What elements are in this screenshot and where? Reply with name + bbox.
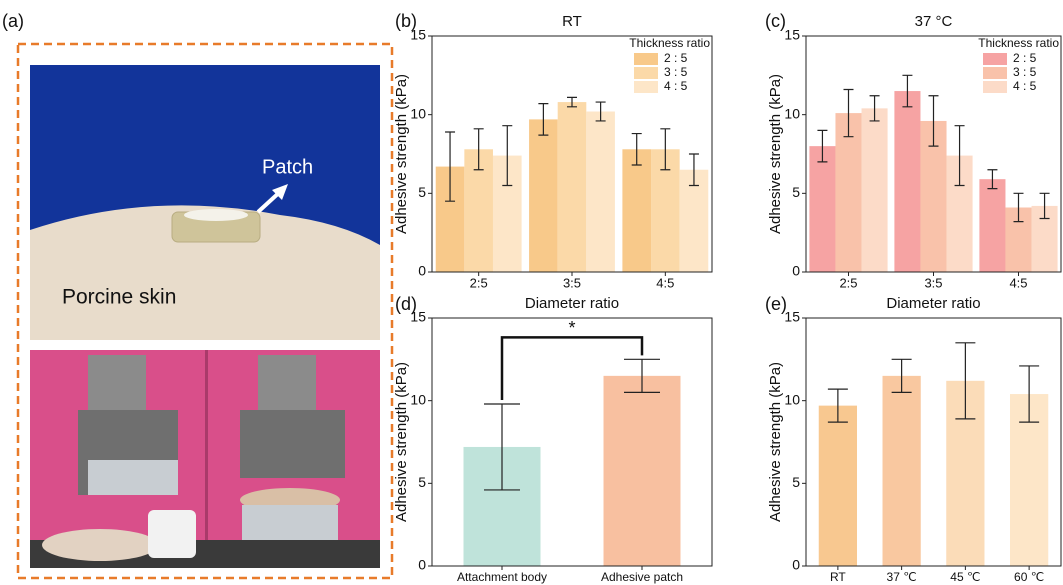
x-tick-label: 37 ℃ <box>887 570 917 584</box>
legend-swatch <box>634 67 658 79</box>
x-axis-label: Diameter ratio <box>525 295 619 312</box>
panel-label: (c) <box>765 11 786 31</box>
y-axis-label: Adhesive strength (kPa) <box>393 362 410 522</box>
bar <box>586 112 615 272</box>
x-tick-label: 4:5 <box>656 275 674 290</box>
y-axis-label: Adhesive strength (kPa) <box>393 74 410 234</box>
x-tick-label: Attachment body <box>457 570 547 584</box>
y-tick-label: 0 <box>792 263 800 279</box>
skin-label: Porcine skin <box>62 286 176 309</box>
bar <box>809 146 835 272</box>
chart-title: RT <box>562 13 582 30</box>
x-tick-label: 2:5 <box>839 275 857 290</box>
panel-label: (a) <box>2 11 24 31</box>
bar <box>979 179 1005 272</box>
y-tick-label: 0 <box>418 557 426 573</box>
x-tick-label: Adhesive patch <box>601 570 683 584</box>
x-tick-label: 3:5 <box>563 275 581 290</box>
significance-label: * <box>568 318 575 338</box>
x-tick-label: 2:5 <box>470 275 488 290</box>
y-tick-label: 0 <box>792 557 800 573</box>
y-tick-label: 15 <box>784 309 800 325</box>
legend-swatch <box>634 53 658 65</box>
test-photo <box>30 350 380 568</box>
x-tick-label: 60 ℃ <box>1014 570 1044 584</box>
y-tick-label: 5 <box>792 184 800 200</box>
bar <box>819 406 857 566</box>
y-tick-label: 5 <box>792 474 800 490</box>
legend-title: Thickness ratio <box>978 36 1059 50</box>
y-tick-label: 10 <box>410 105 426 121</box>
bar <box>604 376 681 566</box>
bar <box>894 91 920 272</box>
figure: (a) Patch Porcine skin (b)RTAdhesive str… <box>0 0 1063 585</box>
y-tick-label: 10 <box>784 105 800 121</box>
y-tick-label: 5 <box>418 474 426 490</box>
y-tick-label: 15 <box>784 27 800 43</box>
legend-label: 3 : 5 <box>1013 65 1037 79</box>
bar <box>529 119 558 272</box>
patch-label: Patch <box>262 156 313 178</box>
legend-swatch <box>983 67 1007 79</box>
legend-label: 2 : 5 <box>664 51 688 65</box>
y-tick-label: 10 <box>784 391 800 407</box>
x-axis-label: Diameter ratio <box>886 295 980 312</box>
bar <box>862 108 888 272</box>
legend-label: 4 : 5 <box>1013 79 1037 93</box>
legend-title: Thickness ratio <box>629 36 710 50</box>
y-axis-label: Adhesive strength (kPa) <box>767 74 784 234</box>
legend-label: 3 : 5 <box>664 65 688 79</box>
legend-label: 4 : 5 <box>664 79 688 93</box>
legend-swatch <box>983 81 1007 93</box>
x-tick-label: 45 ℃ <box>950 570 980 584</box>
y-tick-label: 15 <box>410 27 426 43</box>
legend-swatch <box>983 53 1007 65</box>
x-tick-label: 4:5 <box>1009 275 1027 290</box>
y-tick-label: 10 <box>410 391 426 407</box>
x-tick-label: 3:5 <box>924 275 942 290</box>
y-tick-label: 15 <box>410 309 426 325</box>
bar <box>558 102 587 272</box>
legend-swatch <box>634 81 658 93</box>
y-tick-label: 5 <box>418 184 426 200</box>
y-tick-label: 0 <box>418 263 426 279</box>
x-tick-label: RT <box>830 570 846 584</box>
chart-title: 37 °C <box>915 13 953 30</box>
bar <box>622 149 651 272</box>
y-axis-label: Adhesive strength (kPa) <box>767 362 784 522</box>
bar <box>883 376 921 566</box>
legend-label: 2 : 5 <box>1013 51 1037 65</box>
